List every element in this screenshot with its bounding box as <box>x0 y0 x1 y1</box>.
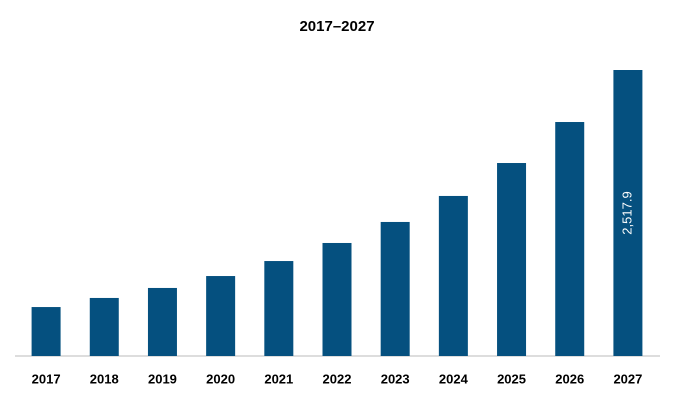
x-tick-label: 2017 <box>32 371 61 386</box>
bar <box>31 307 61 356</box>
x-tick-label: 2022 <box>323 371 352 386</box>
x-tick-label: 2019 <box>148 371 177 386</box>
x-tick-label: 2027 <box>613 371 642 386</box>
bar <box>206 276 236 356</box>
bar <box>497 163 527 356</box>
x-tick-label: 2023 <box>381 371 410 386</box>
chart-title: 2017–2027 <box>299 18 374 35</box>
bar <box>438 195 468 356</box>
bar <box>322 242 352 356</box>
bar <box>613 70 643 356</box>
x-tick-label: 2020 <box>206 371 235 386</box>
x-tick-label: 2026 <box>555 371 584 386</box>
x-tick-label: 2024 <box>439 371 469 386</box>
x-tick-label: 2025 <box>497 371 526 386</box>
bar <box>264 261 294 356</box>
bar <box>89 297 119 356</box>
bar <box>380 221 410 356</box>
x-tick-label: 2021 <box>264 371 293 386</box>
bar <box>147 287 177 356</box>
value-label: 2,517.9 <box>619 191 634 234</box>
x-tick-label: 2018 <box>90 371 119 386</box>
bar <box>555 122 585 357</box>
